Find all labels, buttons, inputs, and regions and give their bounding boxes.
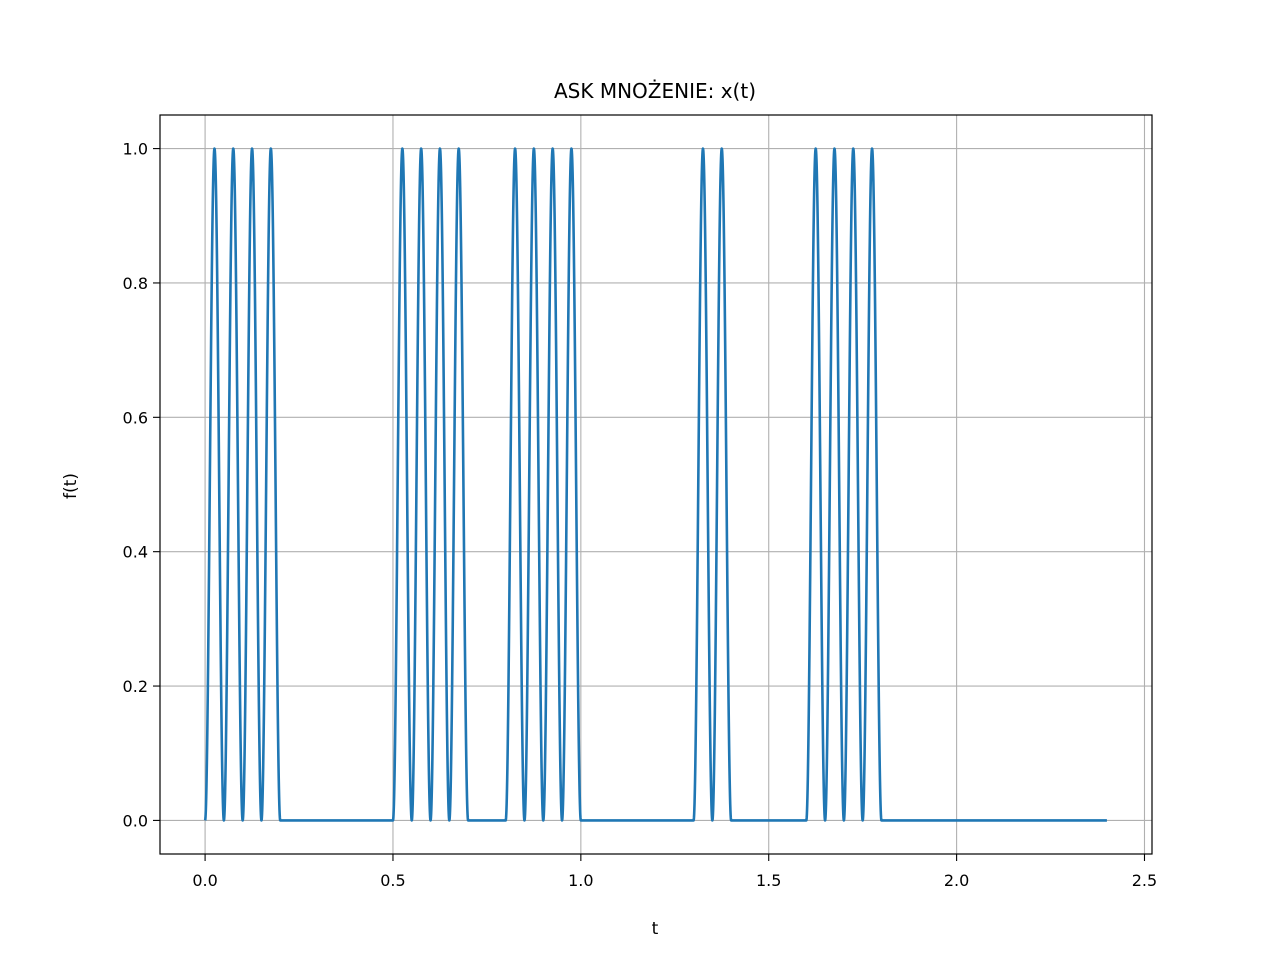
y-tick-label: 0.6 (123, 408, 148, 427)
y-ticks: 0.0 0.2 0.4 0.6 0.8 1.0 (123, 140, 160, 830)
plot-frame (159, 114, 1153, 855)
x-tick-label: 0.0 (192, 871, 217, 890)
y-tick-label: 0.8 (123, 274, 148, 293)
x-tick-label: 1.0 (568, 871, 593, 890)
y-tick-label: 0.0 (123, 811, 148, 830)
x-tick-label: 1.5 (756, 871, 781, 890)
x-ticks: 0.0 0.5 1.0 1.5 2.0 2.5 (192, 854, 1157, 890)
chart-title: ASK MNOŻENIE: x(t) (554, 79, 756, 103)
x-tick-label: 2.5 (1132, 871, 1157, 890)
x-tick-label: 2.0 (944, 871, 969, 890)
y-axis-label: f(t) (61, 473, 81, 499)
y-tick-label: 0.2 (123, 677, 148, 696)
series-line (203, 147, 1109, 822)
x-tick-label: 0.5 (380, 871, 405, 890)
y-tick-label: 0.4 (123, 543, 148, 562)
y-tick-label: 1.0 (123, 140, 148, 159)
x-axis-label: t (652, 919, 659, 939)
